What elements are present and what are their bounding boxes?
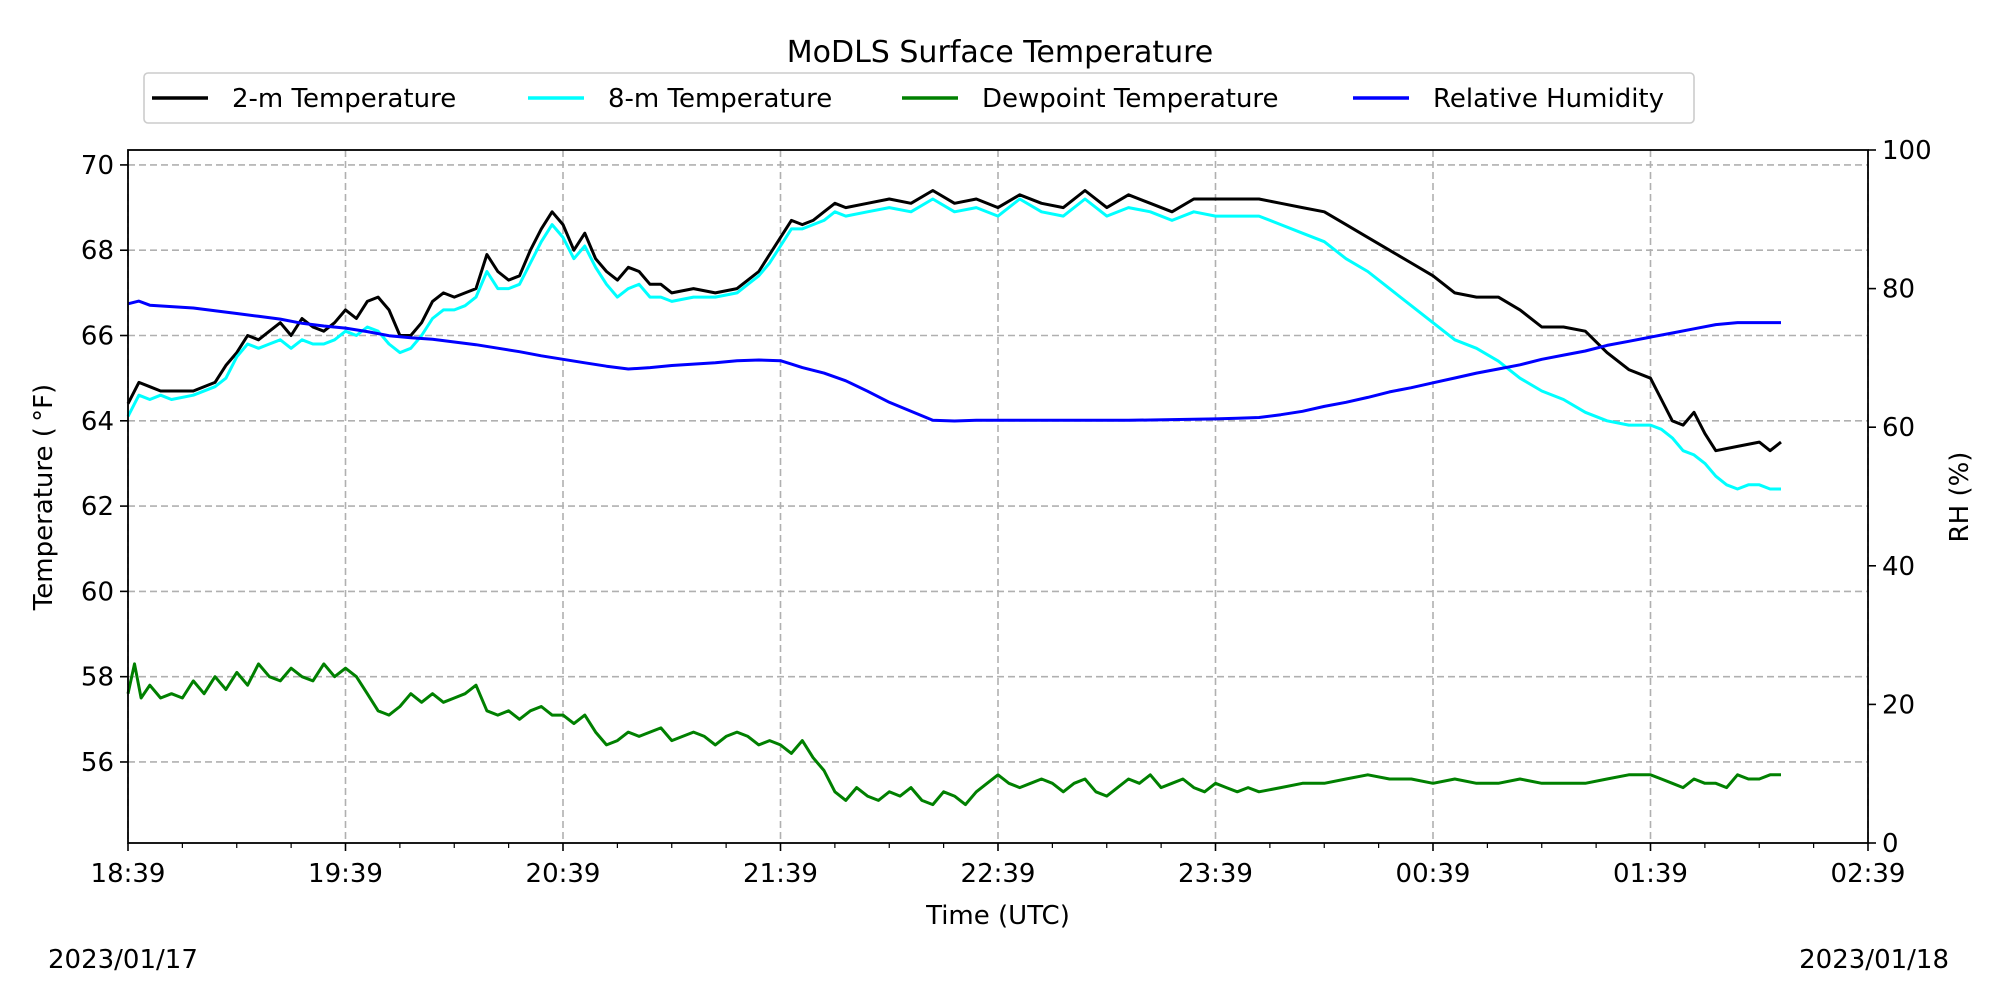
x-tick-label: 22:39 [961, 859, 1036, 889]
y-left-tick-label: 56 [81, 748, 114, 778]
y-left-tick-label: 62 [81, 492, 114, 522]
legend-label: Relative Humidity [1433, 84, 1664, 114]
y-left-tick-label: 68 [81, 236, 114, 266]
series-line-8-m-temperature [126, 197, 1781, 491]
series-layer [126, 189, 1782, 807]
x-tick-label: 21:39 [743, 859, 818, 889]
x-tick-label: 19:39 [308, 859, 383, 889]
ticks: 18:39 19:39 20:39 21:39 22:39 23:39 00:39 01:39… [81, 136, 1932, 889]
x-tick-label: 23:39 [1178, 859, 1253, 889]
start-date: 2023/01/17 [48, 945, 198, 975]
y-right-tick-label: 40 [1882, 552, 1915, 582]
y-right-tick-label: 80 [1882, 275, 1915, 305]
y-right-tick-label: 0 [1882, 829, 1899, 859]
chart-title-group: MoDLS Surface Temperature [787, 35, 1214, 70]
y-left-tick-label: 70 [81, 151, 114, 181]
y-left-tick-label: 60 [81, 577, 114, 607]
x-tick-label: 00:39 [1396, 859, 1471, 889]
chart-title: MoDLS Surface Temperature [787, 35, 1214, 70]
end-date: 2023/01/18 [1799, 945, 1949, 975]
series-line-2-m-temperature [126, 189, 1782, 453]
x-tick-label: 20:39 [526, 859, 601, 889]
y-right-tick-label: 20 [1882, 690, 1915, 720]
x-tick-label: 18:39 [91, 859, 166, 889]
y-left-tick-label: 58 [81, 663, 114, 693]
series-line-dewpoint-temperature [126, 662, 1781, 807]
y-axis-left-label: Temperature ( °F) [29, 384, 59, 611]
y-right-tick-label: 100 [1882, 136, 1932, 166]
legend-label: 8-m Temperature [608, 84, 832, 114]
grid [127, 150, 1869, 843]
y-left-tick-label: 66 [81, 322, 114, 352]
y-axis-right-label: RH (%) [1945, 452, 1975, 543]
y-right-tick-label: 60 [1882, 413, 1915, 443]
y-left-tick-label: 64 [81, 407, 114, 437]
x-tick-label: 02:39 [1831, 859, 1906, 889]
x-axis-label: Time (UTC) [925, 901, 1070, 931]
legend: 2-m Temperature 8-m Temperature Dewpoint T… [143, 72, 1695, 124]
x-tick-label: 01:39 [1613, 859, 1688, 889]
legend-label: Dewpoint Temperature [982, 84, 1279, 114]
legend-label: 2-m Temperature [232, 84, 456, 114]
series-line-relative-humidity [127, 299, 1781, 423]
